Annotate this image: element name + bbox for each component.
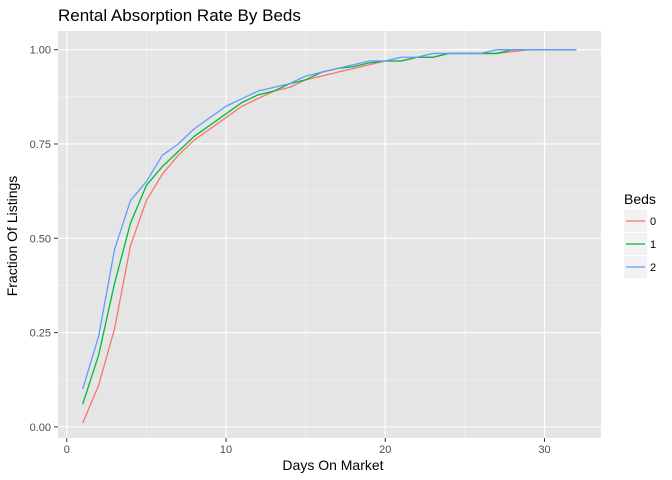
legend-label-2: 2 <box>650 262 656 274</box>
legend-label-1: 1 <box>650 239 656 251</box>
y-tick-label: 0.25 <box>30 328 51 340</box>
legend: Beds 0 1 2 <box>624 191 656 278</box>
y-tick-label: 0.75 <box>30 139 51 151</box>
legend-label-0: 0 <box>650 216 656 228</box>
y-tick-label: 0.50 <box>30 233 51 245</box>
y-tick-label: 0.00 <box>30 422 51 434</box>
chart-title: Rental Absorption Rate By Beds <box>58 6 301 25</box>
x-tick-label: 10 <box>220 444 232 456</box>
series-lines <box>82 49 577 424</box>
x-axis-ticks: 0 10 20 30 <box>64 438 551 456</box>
minor-gridlines <box>58 31 601 438</box>
series-line-2 <box>82 49 577 390</box>
y-axis-title: Fraction Of Listings <box>4 176 20 297</box>
x-tick-label: 0 <box>64 444 70 456</box>
x-tick-label: 30 <box>538 444 550 456</box>
x-tick-label: 20 <box>379 444 391 456</box>
x-axis-title: Days On Market <box>282 457 383 473</box>
major-gridlines <box>58 31 601 438</box>
plot-panel <box>58 31 601 438</box>
legend-title: Beds <box>624 191 656 207</box>
y-axis-ticks: 0.00 0.25 0.50 0.75 1.00 <box>30 45 58 434</box>
y-tick-label: 1.00 <box>30 45 51 57</box>
